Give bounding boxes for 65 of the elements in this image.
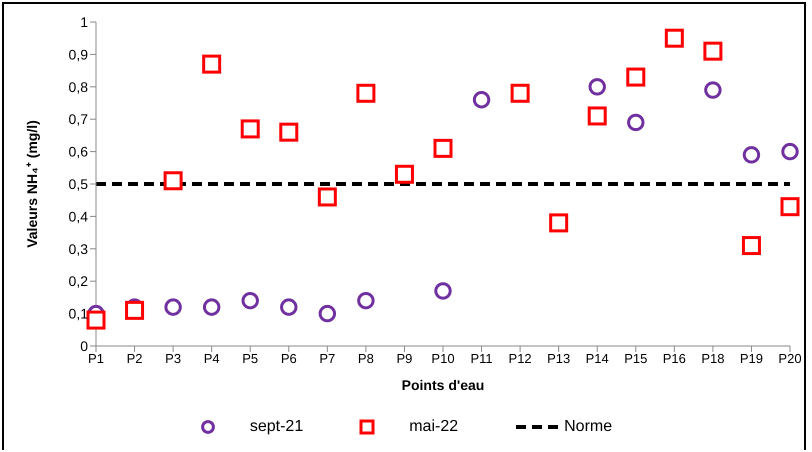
point xyxy=(472,91,490,108)
x-tick-label: P1 xyxy=(88,351,104,366)
point xyxy=(742,236,761,256)
x-tick-label: P18 xyxy=(701,351,724,366)
x-tick-label: P5 xyxy=(242,351,258,366)
y-tick-label: 0 xyxy=(80,338,88,354)
x-tick-label: P10 xyxy=(431,351,455,366)
y-tick-label: 0,2 xyxy=(68,273,88,290)
y-tick-label: 1 xyxy=(80,14,88,30)
point xyxy=(318,304,336,322)
x-tick-label: P14 xyxy=(586,351,609,366)
point xyxy=(280,298,298,316)
y-tick-label: 0,6 xyxy=(68,144,88,160)
point xyxy=(626,68,646,87)
point xyxy=(357,292,375,310)
x-tick-label: P3 xyxy=(165,351,182,366)
x-tick-label: P6 xyxy=(280,351,297,366)
y-tick-label: 0,3 xyxy=(68,240,88,257)
point xyxy=(588,106,607,126)
point xyxy=(434,138,452,158)
point xyxy=(704,81,722,99)
point xyxy=(742,146,760,164)
x-tick-label: P7 xyxy=(319,351,336,366)
y-tick-label: 0,4 xyxy=(68,208,88,224)
point xyxy=(125,300,144,320)
y-axis-title: Valeurs NH₄⁺ (mg/l) xyxy=(24,120,40,248)
x-tick-label: P15 xyxy=(624,351,648,366)
x-tick-label: P11 xyxy=(470,351,493,366)
point xyxy=(703,42,722,61)
x-tick-label: P16 xyxy=(662,351,686,366)
point xyxy=(242,292,259,310)
point xyxy=(164,298,182,316)
point xyxy=(394,164,414,184)
point xyxy=(434,282,452,300)
legend-label: sept-21 xyxy=(250,418,304,436)
point xyxy=(356,84,376,103)
point xyxy=(588,78,606,96)
point xyxy=(780,197,800,216)
point xyxy=(664,28,684,48)
point xyxy=(510,84,530,103)
y-tick-label: 0,7 xyxy=(68,111,88,128)
legend-label: mai-22 xyxy=(409,418,458,436)
point xyxy=(279,122,298,142)
x-axis-title: Points d'eau xyxy=(402,377,484,393)
point xyxy=(240,119,260,138)
x-tick-label: P2 xyxy=(126,351,143,366)
x-tick-label: P4 xyxy=(204,351,220,366)
x-tick-label: P8 xyxy=(358,351,374,366)
point xyxy=(318,187,337,206)
x-tick-label: P19 xyxy=(740,351,764,366)
point xyxy=(164,171,183,190)
legend-label: Norme xyxy=(564,418,612,436)
x-tick-label: P13 xyxy=(547,351,570,366)
point xyxy=(202,54,222,74)
point xyxy=(781,142,799,160)
y-tick-label: 0,9 xyxy=(68,46,88,62)
x-tick-label: P12 xyxy=(508,351,532,366)
x-tick-label: P9 xyxy=(396,351,412,366)
x-tick-label: P20 xyxy=(778,351,802,366)
y-tick-label: 0,5 xyxy=(68,176,88,192)
point xyxy=(202,298,220,316)
point xyxy=(549,213,568,232)
point xyxy=(627,114,644,132)
y-tick-label: 0,8 xyxy=(68,78,88,95)
point xyxy=(86,310,106,330)
